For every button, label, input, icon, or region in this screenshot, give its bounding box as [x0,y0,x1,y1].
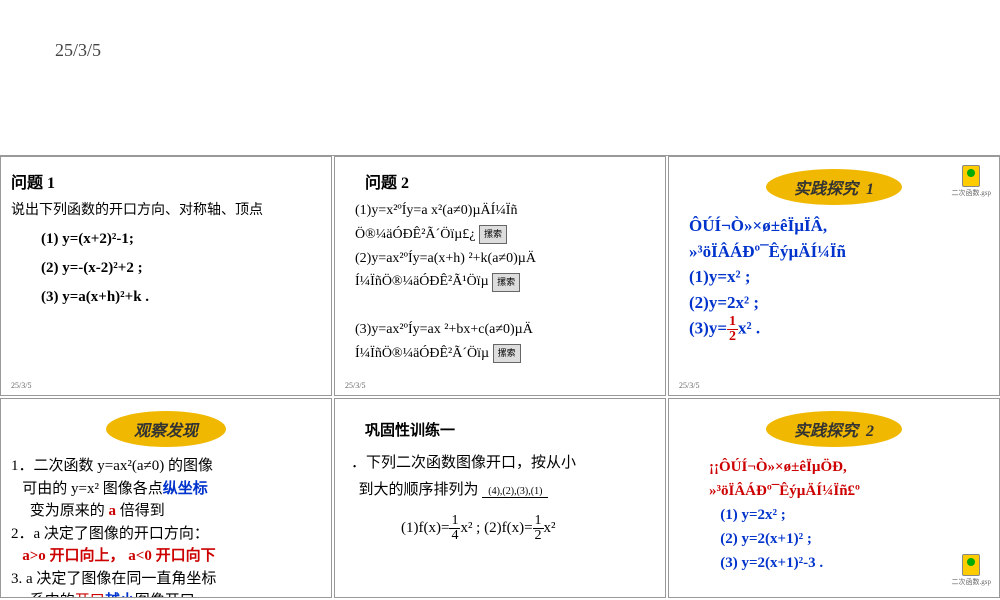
c4-l3: 2．a 决定了图像的开口方向： [11,526,209,542]
c3-l2: »³öÏÂÁÐº¯ÊýµÄÍ¼Ïñ [689,242,846,261]
search-button-2[interactable]: 摞索 [492,273,520,292]
q1-eq1: (1) y=(x+2)²-1; [41,231,321,248]
c4-l4: a>o 开口向上， a<0 开口向下 [22,548,215,564]
search-button-1[interactable]: 摞索 [479,225,507,244]
q2-title: 问题 2 [365,169,655,193]
c3-e1: (1)y=x² ; [689,267,751,286]
slide-3: 二次函数.gsp 实践探究1 ÔÚÍ¬Ò»×ø±êÏµÏÂ, »³öÏÂÁÐº¯… [668,156,1000,396]
c5-answer: (4),(2),(3),(1) [482,486,548,498]
q1-eq3: (3) y=a(x+h)²+k . [41,289,321,306]
c4-l1b: 可由的 y=x² 图像各点 [22,481,162,497]
c4-l5: 3. a 决定了图像在同一直角坐标 [11,571,216,587]
c5-l1: ．下列二次函数图像开口，按从小 [351,455,576,471]
c4-l2a: 变为原来的 [30,503,109,519]
oval-badge-2: 观察发现 [106,411,226,447]
q1-eq2: (2) y=-(x-2)²+2 ; [41,260,321,277]
q2-l6: Í¼ÏñÖ®¼äÓÐÊ²Ã´Öïµ [355,346,489,361]
c4-l2b: a [109,503,117,519]
gsp-icon [962,554,980,576]
search-button-3[interactable]: 摞索 [493,344,521,363]
slide-2: 问题 2 (1)y=x²ºÍy=a x²(a≠0)µÄÍ¼Ïñ Ö®¼äÓÐÊ²… [334,156,666,396]
gsp-icon [962,165,980,187]
oval-badge-1: 实践探究1 [766,169,902,205]
slide-date: 25/3/5 [679,381,699,390]
slide-date: 25/3/5 [11,381,31,390]
q2-l2: Ö®¼äÓÐÊ²Ã´Öïµ£¿ [355,227,475,242]
q2-l1: (1)y=x²ºÍy=a x²(a≠0)µÄÍ¼Ïñ [355,203,517,218]
q2-l5: (3)y=ax²ºÍy=ax ²+bx+c(a≠0)µÄ [355,322,533,337]
slide-4: 观察发现 1．二次函数 y=ax²(a≠0) 的图像 可由的 y=x² 图像各点… [0,398,332,598]
c4-l2c: 倍得到 [116,503,165,519]
q1-title: 问题 1 [11,169,321,193]
slide-1: 问题 1 说出下列函数的开口方向、对称轴、顶点 (1) y=(x+2)²-1; … [0,156,332,396]
c5-f1b: x² ; (2)f(x)= [460,520,532,536]
c6-l2: »³öÏÂÁÐº¯ÊýµÄÍ¼Ïñ£º [709,483,860,499]
c3-e2: (2)y=2x² ; [689,293,759,312]
gsp-file-2[interactable]: 二次函数.gsp [952,554,991,587]
c3-e3b: x² . [738,318,760,337]
c5-f1c: x² [544,520,556,536]
slide-date: 25/3/5 [345,381,365,390]
c5-title: 巩固性训练一 [365,419,655,440]
oval-badge-3: 实践探究2 [766,411,902,447]
c5-l2: 到大的顺序排列为 [359,482,479,498]
q2-l3: (2)y=ax²ºÍy=a(x+h) ²+k(a≠0)µÄ [355,251,536,266]
c4-l6: 系中的开口越小图像开口 [30,593,195,598]
c4-l1c: 纵坐标 [163,481,208,497]
c6-e1: (1) y=2x² ; [720,507,786,523]
c5-f1a: (1)f(x)= [401,520,449,536]
q1-subtitle: 说出下列函数的开口方向、对称轴、顶点 [11,199,321,219]
c6-l1: ¡¡ÔÚÍ¬Ò»×ø±êÏµÖÐ, [709,459,847,475]
slide-5: 巩固性训练一 ．下列二次函数图像开口，按从小 到大的顺序排列为 (4),(2),… [334,398,666,598]
q2-l4: Í¼ÏñÖ®¼äÓÐÊ²Ã¹Öïµ [355,274,489,289]
slide-grid: 问题 1 说出下列函数的开口方向、对称轴、顶点 (1) y=(x+2)²-1; … [0,155,1000,598]
c3-e3a: (3)y= [689,318,727,337]
gsp-filename: 二次函数.gsp [952,189,991,197]
c3-l1: ÔÚÍ¬Ò»×ø±êÏµÏÂ, [689,216,827,235]
slide-6: 二次函数.gsp 实践探究2 ¡¡ÔÚÍ¬Ò»×ø±êÏµÖÐ, »³öÏÂÁÐ… [668,398,1000,598]
gsp-file-1[interactable]: 二次函数.gsp [952,165,991,198]
c4-l1a: 1．二次函数 y=ax²(a≠0) 的图像 [11,458,213,474]
header-date: 25/3/5 [0,0,1000,155]
c6-e2: (2) y=2(x+1)² ; [720,531,812,547]
gsp-filename: 二次函数.gsp [952,578,991,586]
c6-e3: (3) y=2(x+1)²-3 . [720,555,823,571]
